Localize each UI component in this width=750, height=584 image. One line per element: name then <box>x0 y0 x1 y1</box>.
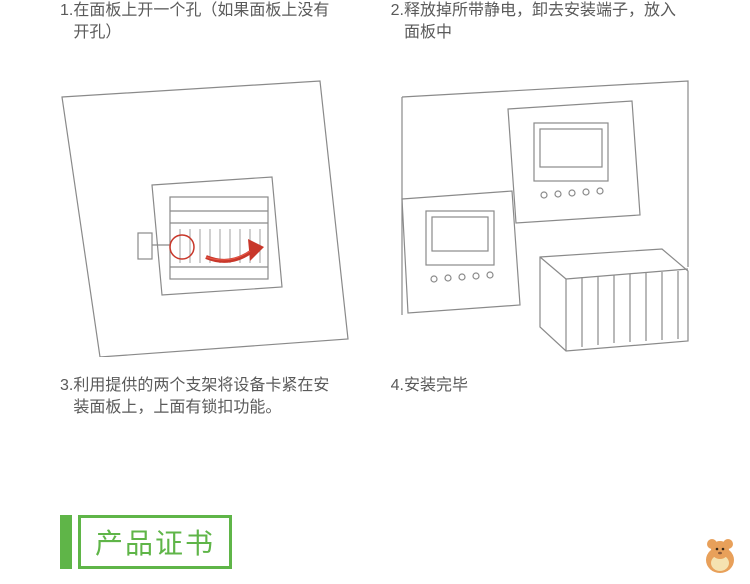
cert-title-text: 产品证书 <box>95 522 215 562</box>
step-3-num: 3. <box>60 375 73 420</box>
mascot-icon <box>698 532 742 576</box>
step-captions-bottom: 3. 利用提供的两个支架将设备卡紧在安装面板上，上面有锁扣功能。 4. 安装完毕 <box>0 357 750 420</box>
cert-accent-bar <box>60 515 72 569</box>
step-2-num: 2. <box>391 0 404 45</box>
step-1-text: 在面板上开一个孔（如果面板上没有开孔） <box>73 0 340 45</box>
step-4-caption: 4. 安装完毕 <box>391 357 690 420</box>
step-3-text: 利用提供的两个支架将设备卡紧在安装面板上，上面有锁扣功能。 <box>73 375 340 420</box>
install-arrow-icon <box>206 239 264 261</box>
certificate-section-header: 产品证书 <box>60 515 232 569</box>
step-1-caption: 1. 在面板上开一个孔（如果面板上没有开孔） <box>60 0 341 45</box>
step-3-caption: 3. 利用提供的两个支架将设备卡紧在安装面板上，上面有锁扣功能。 <box>60 357 341 420</box>
step-4-diagram <box>400 79 690 357</box>
diagrams-row <box>0 59 750 357</box>
step-captions-top: 1. 在面板上开一个孔（如果面板上没有开孔） 2. 释放掉所带静电，卸去安装端子… <box>0 0 750 45</box>
cert-title-box: 产品证书 <box>78 515 232 569</box>
step-4-num: 4. <box>391 375 404 397</box>
step-4-text: 安装完毕 <box>404 375 690 397</box>
step-2-caption: 2. 释放掉所带静电，卸去安装端子，放入面板中 <box>391 0 690 45</box>
step-1-num: 1. <box>60 0 73 45</box>
step-3-diagram <box>60 79 350 357</box>
step-2-text: 释放掉所带静电，卸去安装端子，放入面板中 <box>404 0 690 45</box>
